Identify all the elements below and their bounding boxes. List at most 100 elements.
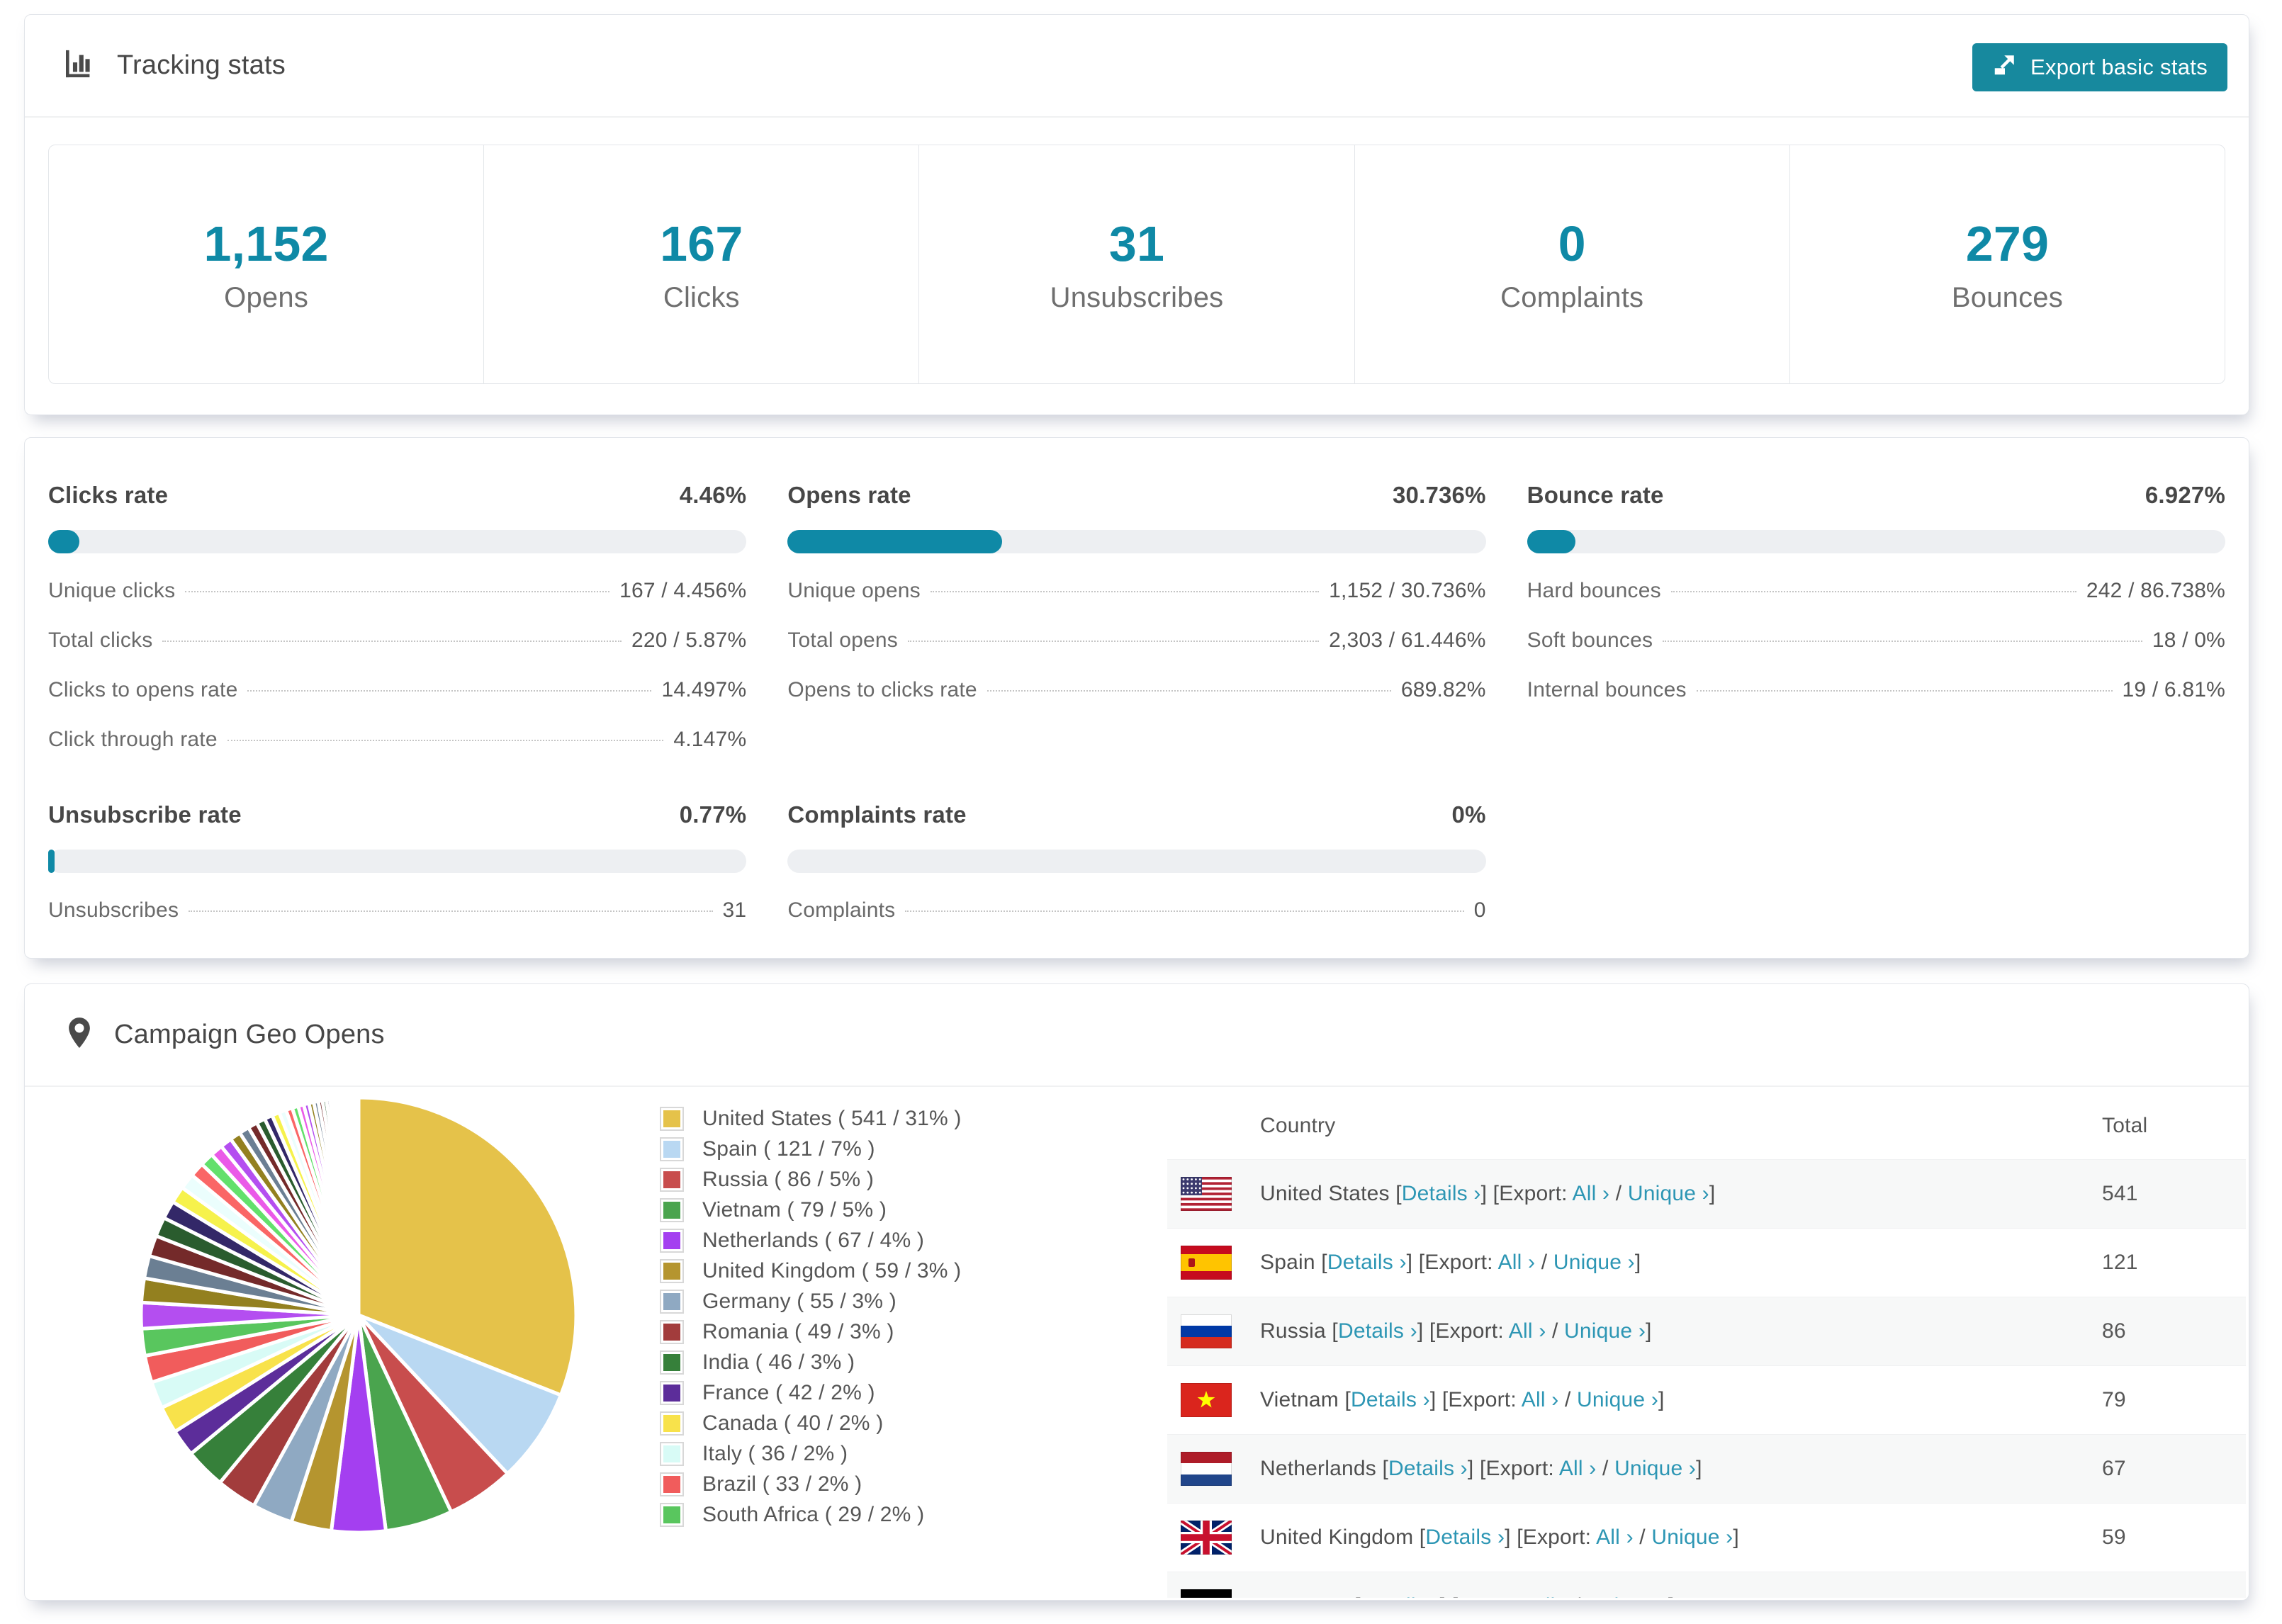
total-cell: 121 — [2102, 1251, 2138, 1274]
country-cell: Vietnam [Details ›] [Export: All › / Uni… — [1260, 1388, 1665, 1412]
export-all-link-germany[interactable]: All › — [1531, 1594, 1569, 1598]
geo-table-row-united-kingdom: United Kingdom [Details ›] [Export: All … — [1167, 1503, 2246, 1572]
stat-label-unsubscribes: Unsubscribes — [1050, 281, 1224, 313]
legend-item-netherlands[interactable]: Netherlands ( 67 / 4% ) — [660, 1225, 962, 1256]
stat-value-opens: 1,152 — [203, 215, 329, 271]
total-cell: 55 — [2102, 1594, 2126, 1598]
rate-block-bounce-rate: Bounce rate 6.927% Hard bounces 242 / 86.73… — [1527, 482, 2225, 752]
stat-label-bounces: Bounces — [1951, 281, 2063, 313]
export-unique-link-united-states[interactable]: Unique › — [1627, 1182, 1709, 1205]
stat-row-unique-clicks: Unique clicks 167 / 4.456% — [48, 579, 746, 603]
details-link-united-states[interactable]: Details › — [1401, 1182, 1481, 1205]
legend-item-canada[interactable]: Canada ( 40 / 2% ) — [660, 1408, 962, 1438]
legend-item-italy[interactable]: Italy ( 36 / 2% ) — [660, 1438, 962, 1469]
stat-row-value: 31 — [722, 898, 747, 922]
export-all-link-netherlands[interactable]: All › — [1558, 1457, 1597, 1480]
export-all-link-united-states[interactable]: All › — [1572, 1182, 1610, 1205]
export-all-link-vietnam[interactable]: All › — [1521, 1388, 1559, 1411]
tracking-stats-header: Tracking stats Export basic stats — [25, 15, 2249, 118]
legend-item-germany[interactable]: Germany ( 55 / 3% ) — [660, 1286, 962, 1316]
rate-block-unsubscribe-rate: Unsubscribe rate 0.77% Unsubscribes 31 — [48, 801, 747, 923]
bracket-text: Vietnam [ — [1260, 1388, 1351, 1411]
stat-row-label: Click through rate — [48, 728, 218, 751]
column-header-country: Country — [1260, 1114, 1336, 1137]
stat-row-soft-bounces: Soft bounces 18 / 0% — [1527, 628, 2225, 653]
stat-row-click-through-rate: Click through rate 4.147% — [48, 728, 746, 752]
geo-table-row-russia: Russia [Details ›] [Export: All › / Uniq… — [1167, 1297, 2246, 1365]
dotted-leader — [930, 591, 1320, 592]
flag-gb — [1181, 1521, 1232, 1555]
legend-item-united-kingdom[interactable]: United Kingdom ( 59 / 3% ) — [660, 1256, 962, 1286]
stat-row-label: Total opens — [787, 628, 898, 652]
rate-title: Complaints rate — [787, 801, 967, 828]
progress-bar-fill — [787, 530, 1003, 553]
stat-row-total-opens: Total opens 2,303 / 61.446% — [787, 628, 1485, 653]
stat-box-opens: 1,152 Opens — [49, 145, 485, 383]
details-link-spain[interactable]: Details › — [1327, 1251, 1407, 1274]
export-icon — [1992, 52, 2018, 83]
bracket-text: Netherlands [ — [1260, 1457, 1389, 1480]
legend-swatch — [660, 1228, 684, 1253]
legend-item-vietnam[interactable]: Vietnam ( 79 / 5% ) — [660, 1195, 962, 1225]
legend-item-south-africa[interactable]: South Africa ( 29 / 2% ) — [660, 1499, 962, 1530]
legend-item-india[interactable]: India ( 46 / 3% ) — [660, 1347, 962, 1377]
country-cell: Germany [Details ›] [Export: All › / Uni… — [1260, 1594, 1674, 1598]
details-link-vietnam[interactable]: Details › — [1350, 1388, 1430, 1411]
legend-item-romania[interactable]: Romania ( 49 / 3% ) — [660, 1316, 962, 1347]
stat-row-value: 242 / 86.738% — [2086, 579, 2225, 602]
export-basic-stats-button[interactable]: Export basic stats — [1972, 43, 2227, 91]
bracket-text: ] [Export: — [1467, 1457, 1559, 1480]
bar-chart-icon — [64, 49, 97, 82]
legend-swatch — [660, 1350, 684, 1375]
rate-title: Opens rate — [787, 482, 911, 508]
legend-label: Canada ( 40 / 2% ) — [702, 1411, 884, 1435]
export-unique-link-united-kingdom[interactable]: Unique › — [1651, 1526, 1733, 1549]
total-cell: 86 — [2102, 1319, 2126, 1343]
details-link-russia[interactable]: Details › — [1337, 1319, 1417, 1343]
legend-label: Russia ( 86 / 5% ) — [702, 1167, 875, 1191]
country-cell: United Kingdom [Details ›] [Export: All … — [1260, 1526, 1739, 1550]
legend-item-france[interactable]: France ( 42 / 2% ) — [660, 1377, 962, 1408]
export-unique-link-germany[interactable]: Unique › — [1587, 1594, 1668, 1598]
country-cell: Netherlands [Details ›] [Export: All › /… — [1260, 1457, 1702, 1481]
legend-item-brazil[interactable]: Brazil ( 33 / 2% ) — [660, 1469, 962, 1499]
export-unique-link-netherlands[interactable]: Unique › — [1614, 1457, 1697, 1480]
summary-stat-boxes: 1,152 Opens 167 Clicks 31 Unsubscribes 0 Compla… — [48, 145, 2225, 384]
dotted-leader — [1696, 690, 2113, 692]
legend-item-united-states[interactable]: United States ( 541 / 31% ) — [660, 1103, 962, 1134]
geo-table-header: Country Total — [1167, 1093, 2246, 1159]
bracket-text: / — [1609, 1182, 1628, 1205]
stat-row-total-clicks: Total clicks 220 / 5.87% — [48, 628, 746, 653]
export-unique-link-vietnam[interactable]: Unique › — [1577, 1388, 1659, 1411]
export-unique-link-russia[interactable]: Unique › — [1564, 1319, 1646, 1343]
details-link-netherlands[interactable]: Details › — [1388, 1457, 1468, 1480]
bracket-text: ] — [1658, 1388, 1665, 1411]
legend-item-spain[interactable]: Spain ( 121 / 7% ) — [660, 1134, 962, 1164]
legend-label: Italy ( 36 / 2% ) — [702, 1441, 848, 1465]
legend-item-russia[interactable]: Russia ( 86 / 5% ) — [660, 1164, 962, 1195]
details-link-germany[interactable]: Details › — [1361, 1594, 1440, 1598]
export-all-link-russia[interactable]: All › — [1508, 1319, 1546, 1343]
column-header-total: Total — [2102, 1114, 2148, 1137]
country-cell: Spain [Details ›] [Export: All › / Uniqu… — [1260, 1251, 1641, 1275]
stat-label-complaints: Complaints — [1500, 281, 1644, 313]
dotted-leader — [905, 910, 1464, 912]
pie-slice-other-40[interactable] — [355, 1095, 361, 1317]
tracking-stats-card: Tracking stats Export basic stats 1,152 O… — [24, 14, 2249, 415]
export-unique-link-spain[interactable]: Unique › — [1553, 1251, 1635, 1274]
stat-box-clicks: 167 Clicks — [484, 145, 920, 383]
details-link-united-kingdom[interactable]: Details › — [1425, 1526, 1505, 1549]
legend-swatch — [660, 1167, 684, 1192]
legend-label: Spain ( 121 / 7% ) — [702, 1137, 875, 1161]
export-all-link-united-kingdom[interactable]: All › — [1596, 1526, 1634, 1549]
pie-slice-united-states[interactable] — [356, 1095, 578, 1397]
bracket-text: / — [1535, 1251, 1553, 1274]
stat-row-opens-to-clicks-rate: Opens to clicks rate 689.82% — [787, 678, 1485, 702]
flag-us — [1181, 1177, 1232, 1211]
stat-label-clicks: Clicks — [663, 281, 740, 313]
page-title: Tracking stats — [117, 50, 286, 80]
bracket-text: United Kingdom [ — [1260, 1526, 1426, 1549]
legend-swatch — [660, 1258, 684, 1283]
pie-slice-spain[interactable] — [356, 1313, 563, 1476]
export-all-link-spain[interactable]: All › — [1497, 1251, 1536, 1274]
